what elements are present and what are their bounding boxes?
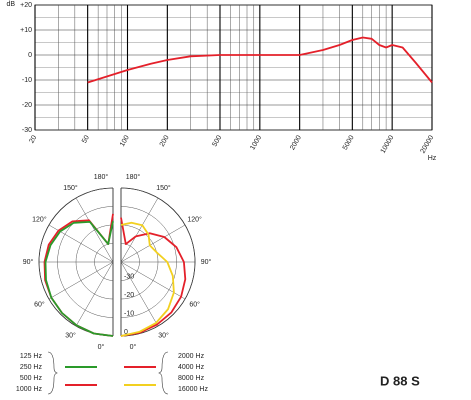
- y-tick-label: +20: [20, 2, 32, 9]
- x-tick-label: 50: [81, 134, 91, 144]
- ring-label: 0: [124, 329, 128, 336]
- angle-label: 120°: [32, 215, 47, 223]
- legend-label: 2000 Hz: [178, 353, 205, 360]
- y-tick-label: -10: [22, 77, 32, 84]
- y-tick-label: 0: [28, 52, 32, 59]
- angle-label: 150°: [63, 184, 78, 192]
- spoke: [120, 224, 186, 263]
- legend-label: 250 Hz: [20, 364, 43, 371]
- ring-label: -20: [124, 292, 134, 299]
- x-tick-label: 200: [159, 134, 171, 148]
- angle-label: 60°: [189, 300, 200, 308]
- angle-label: 90°: [23, 258, 34, 266]
- spoke: [75, 197, 114, 263]
- spoke: [120, 197, 159, 263]
- angle-label: 30°: [158, 331, 169, 339]
- legend-brace: [47, 351, 58, 395]
- polar-curve: [44, 221, 114, 337]
- angle-label: 90°: [201, 258, 212, 266]
- legend-label: 500 Hz: [20, 375, 43, 382]
- y-tick-label: +10: [20, 27, 32, 34]
- spoke: [120, 261, 159, 327]
- x-tick-label: 2000: [289, 134, 303, 151]
- x-tick-label: 20000: [420, 134, 436, 154]
- ring-label: -30: [124, 273, 134, 280]
- x-tick-label: 10000: [380, 134, 396, 154]
- angle-label: 180°: [126, 173, 141, 181]
- y-tick-label: -30: [22, 127, 32, 134]
- response-curve: [87, 36, 433, 84]
- polar-curve: [43, 213, 114, 337]
- angle-label: 120°: [187, 215, 202, 223]
- spoke: [75, 261, 114, 327]
- x-tick-label: 100: [119, 134, 131, 148]
- angle-label: 60°: [34, 300, 45, 308]
- legend-label: 1000 Hz: [16, 386, 43, 393]
- polar-curve: [120, 217, 187, 337]
- legend-brace: [158, 351, 169, 395]
- x-axis-unit: Hz: [428, 155, 437, 162]
- polar-curve: [120, 221, 175, 337]
- y-tick-label: -20: [22, 102, 32, 109]
- angle-label: 0°: [130, 343, 137, 351]
- angle-label: 180°: [94, 173, 109, 181]
- legend-label: 8000 Hz: [178, 375, 205, 382]
- x-tick-label: 5000: [342, 134, 356, 151]
- ring-label: -10: [124, 310, 134, 317]
- angle-label: 0°: [98, 343, 105, 351]
- spoke: [48, 261, 114, 300]
- x-tick-label: 500: [211, 134, 223, 148]
- x-tick-label: 1000: [249, 134, 263, 151]
- angle-label: 30°: [65, 331, 76, 339]
- legend-label: 16000 Hz: [178, 386, 208, 393]
- y-axis-unit: dB: [6, 1, 15, 8]
- legend-label: 4000 Hz: [178, 364, 205, 371]
- angle-label: 150°: [156, 184, 171, 192]
- legend-label: 125 Hz: [20, 353, 43, 360]
- x-tick-label: 20: [28, 134, 38, 144]
- model-name: D 88 S: [380, 373, 420, 388]
